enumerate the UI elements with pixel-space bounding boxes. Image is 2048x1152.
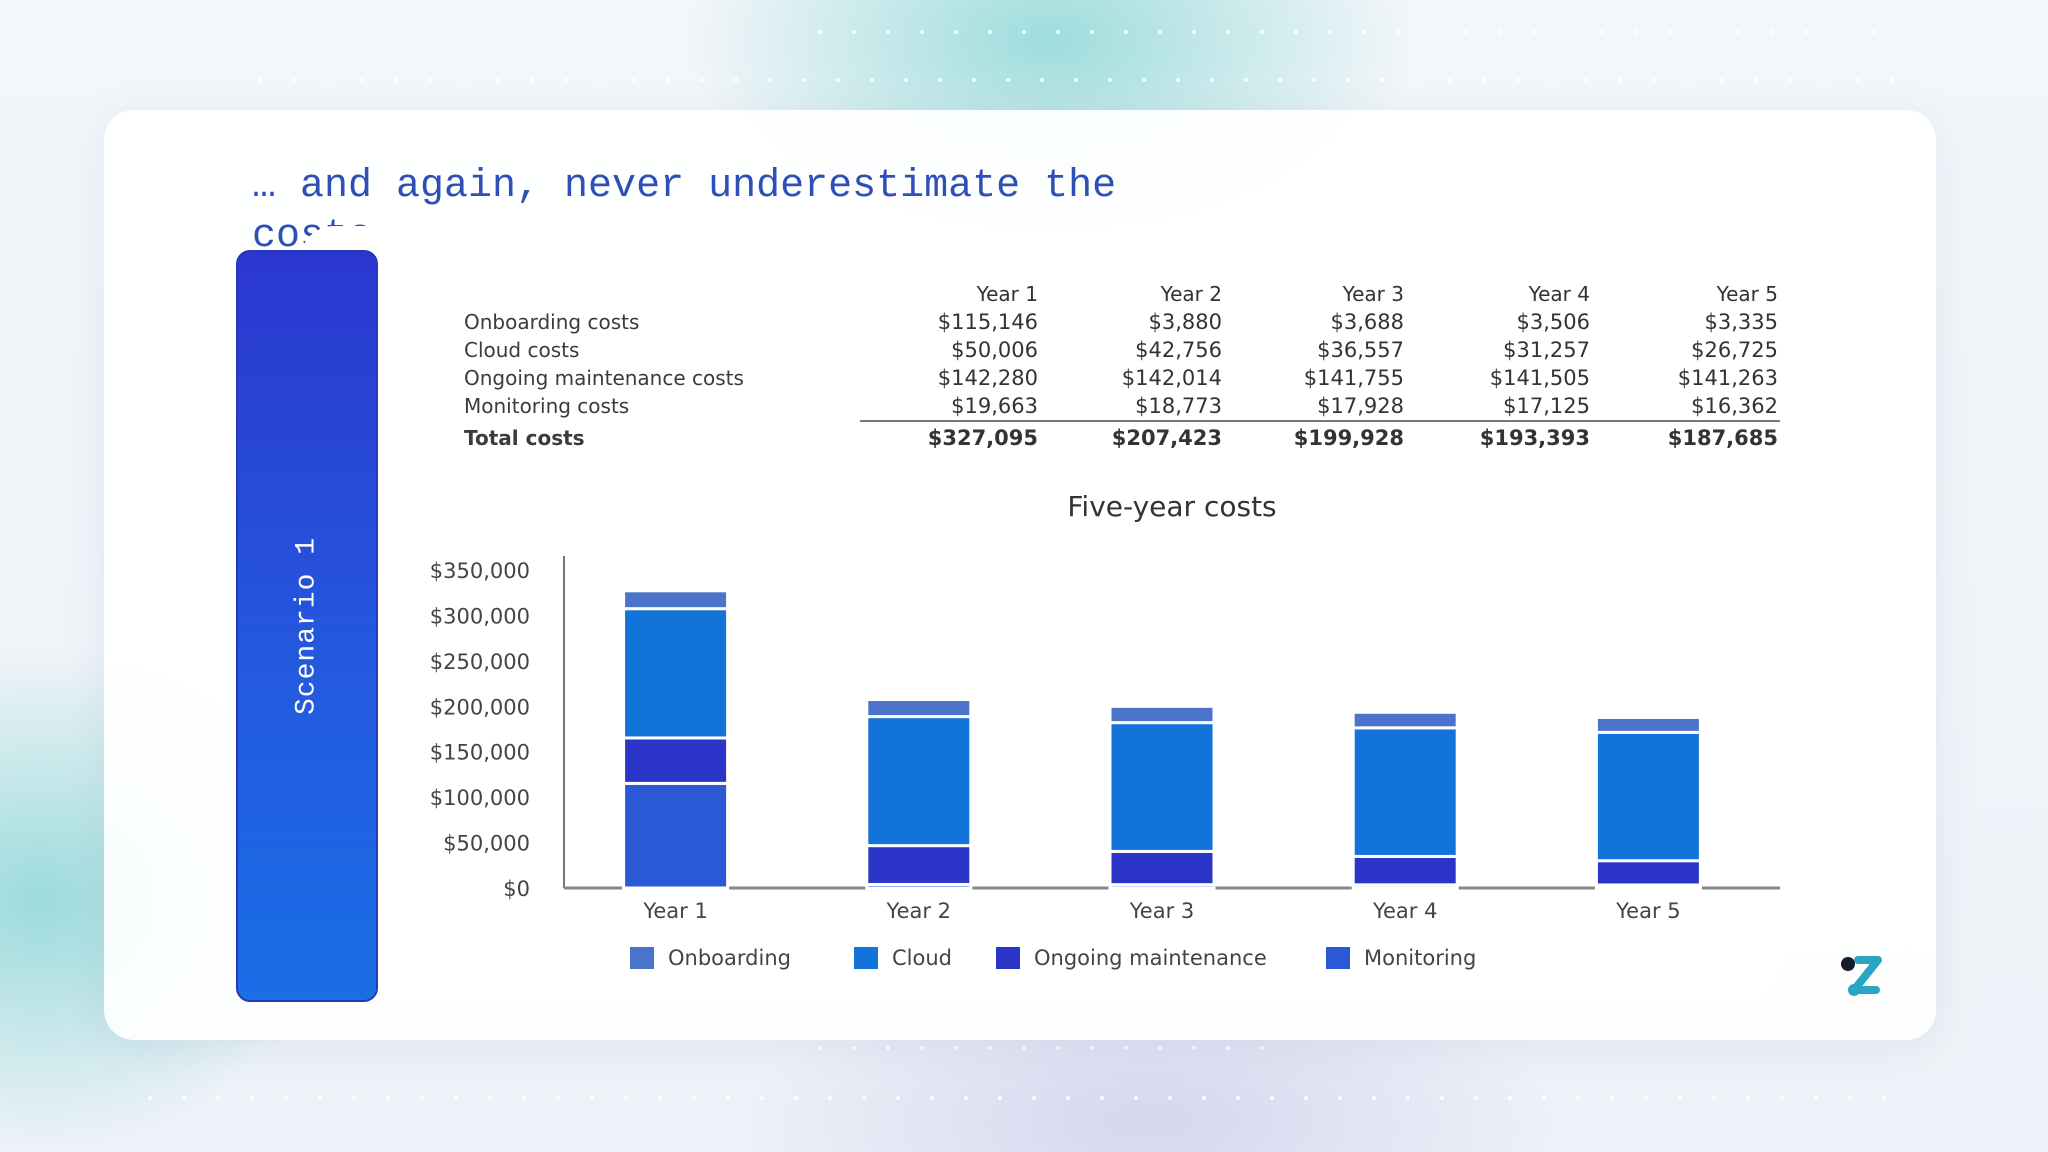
y-tick-label: $350,000 (430, 559, 530, 583)
table-cell: $115,146 (937, 310, 1038, 334)
table-cell: $36,557 (1317, 338, 1404, 362)
table-cell: $16,362 (1691, 394, 1778, 418)
scenario-tab-label: Scenario 1 (291, 536, 323, 716)
table-cell: $19,663 (951, 394, 1038, 418)
table-column-header: Year 1 (976, 282, 1038, 306)
legend-item: Cloud (854, 946, 952, 970)
y-tick-label: $50,000 (443, 832, 530, 856)
x-tick-label: Year 1 (642, 899, 708, 920)
legend-label: Cloud (892, 946, 952, 970)
bar-segment (1594, 859, 1702, 887)
table-total-label: Total costs (464, 426, 585, 450)
table-cell: $141,263 (1677, 366, 1778, 390)
table-total-cell: $187,685 (1667, 426, 1778, 450)
bar-segment (1108, 849, 1216, 887)
legend-swatch (1326, 947, 1350, 969)
table-cell: $3,335 (1704, 310, 1778, 334)
bar-segment (1594, 730, 1702, 863)
y-tick-label: $200,000 (430, 695, 530, 719)
table-total-cell: $193,393 (1479, 426, 1590, 450)
y-tick-label: $100,000 (430, 786, 530, 810)
y-tick-label: $150,000 (430, 741, 530, 765)
bar-segment (865, 715, 973, 848)
bar-segment (622, 589, 730, 611)
table-cell: $141,755 (1303, 366, 1404, 390)
table-column-header: Year 3 (1342, 282, 1404, 306)
cost-table: Year 1 Year 2 Year 3 Year 4 Year 5 Onboarding… (464, 282, 1780, 462)
table-cell: $26,725 (1691, 338, 1778, 362)
brand-logo-icon (1841, 956, 1882, 996)
table-cell: $17,125 (1503, 394, 1590, 418)
y-tick-label: $0 (503, 877, 530, 901)
y-tick-label: $250,000 (430, 650, 530, 674)
legend-swatch (630, 947, 654, 969)
table-row-label: Ongoing maintenance costs (464, 366, 744, 390)
legend-swatch (854, 947, 878, 969)
scenario-tab: Scenario 1 (236, 250, 378, 1002)
table-column-header: Year 5 (1716, 282, 1778, 306)
legend-label: Onboarding (668, 946, 791, 970)
table-cell: $3,506 (1516, 310, 1590, 334)
bar-segment (1351, 726, 1459, 858)
bar-segment (1351, 710, 1459, 730)
x-tick-label: Year 4 (1372, 899, 1438, 920)
table-total-cell: $207,423 (1111, 426, 1222, 450)
x-tick-label: Year 2 (886, 899, 952, 920)
table-column-header: Year 2 (1160, 282, 1222, 306)
legend-label: Ongoing maintenance (1034, 946, 1267, 970)
table-cell: $50,006 (951, 338, 1038, 362)
table-cell: $142,280 (937, 366, 1038, 390)
table-cell: $3,880 (1148, 310, 1222, 334)
bar-segment (1108, 704, 1216, 725)
legend-label: Monitoring (1364, 946, 1477, 970)
bar-segment (622, 736, 730, 785)
bar-segment (622, 781, 730, 890)
bar-segment (865, 844, 973, 886)
bar-segment (865, 698, 973, 719)
bar-segment (622, 607, 730, 740)
table-cell: $142,014 (1121, 366, 1222, 390)
table-cell: $3,688 (1330, 310, 1404, 334)
y-tick-label: $300,000 (430, 604, 530, 628)
table-total-cell: $199,928 (1293, 426, 1404, 450)
table-cell: $31,257 (1503, 338, 1590, 362)
table-row-label: Cloud costs (464, 338, 580, 362)
bar-segment (1108, 721, 1216, 853)
table-total-cell: $327,095 (927, 426, 1038, 450)
table-row-label: Onboarding costs (464, 310, 640, 334)
table-cell: $141,505 (1489, 366, 1590, 390)
legend-swatch (996, 947, 1020, 969)
table-cell: $18,773 (1135, 394, 1222, 418)
chart-title: Five-year costs (1067, 490, 1276, 523)
bar-segment (1351, 854, 1459, 887)
bar-segment (1594, 715, 1702, 734)
legend-item: Monitoring (1326, 946, 1476, 970)
content-panel (300, 226, 1780, 1000)
x-tick-label: Year 5 (1615, 899, 1681, 920)
legend-item: Onboarding (630, 946, 791, 970)
legend-item: Ongoing maintenance (996, 946, 1267, 970)
table-cell: $42,756 (1135, 338, 1222, 362)
table-cell: $17,928 (1317, 394, 1404, 418)
five-year-costs-chart: Five-year costs $0 $50,000 $100,000 $150,000… (430, 490, 1780, 920)
table-total-row (464, 282, 1780, 310)
table-total-rule (860, 420, 1780, 422)
table-row-label: Monitoring costs (464, 394, 630, 418)
x-tick-label: Year 3 (1129, 899, 1195, 920)
table-column-header: Year 4 (1528, 282, 1590, 306)
